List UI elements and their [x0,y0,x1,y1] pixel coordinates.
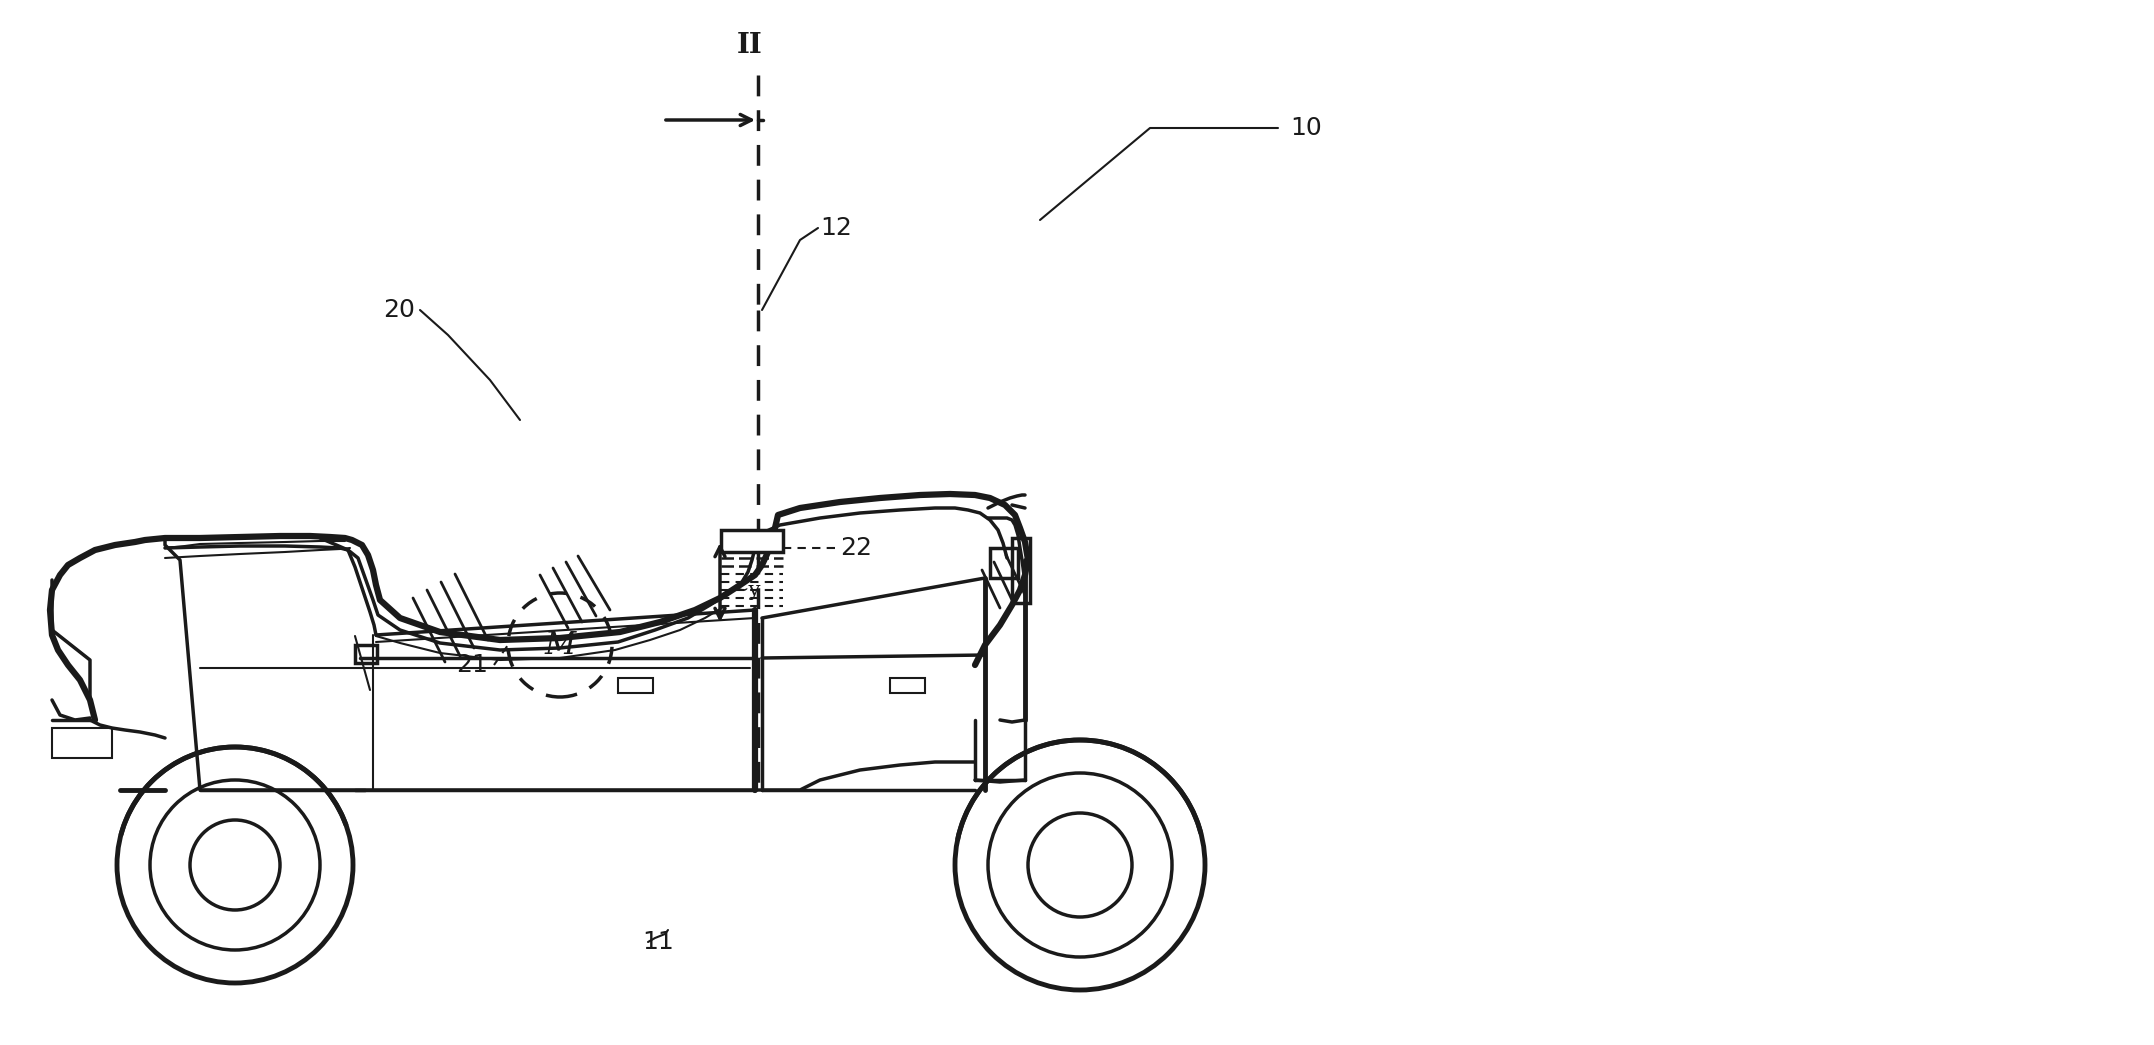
Text: 12: 12 [821,216,851,240]
Bar [1012,538,1030,603]
Bar [890,678,924,693]
Text: 21: 21 [457,653,489,677]
Bar [52,728,112,758]
Bar [355,645,377,663]
Text: II: II [737,31,763,59]
Bar [722,530,784,552]
Text: 22: 22 [840,536,872,560]
Text: M: M [545,629,575,660]
Circle shape [190,820,280,910]
Text: 20: 20 [383,298,416,322]
Text: 10: 10 [1290,116,1323,140]
Circle shape [1027,813,1133,918]
Text: ~y: ~y [732,581,763,600]
Bar [991,548,1019,578]
Bar [618,678,653,693]
Text: 11: 11 [642,930,674,954]
